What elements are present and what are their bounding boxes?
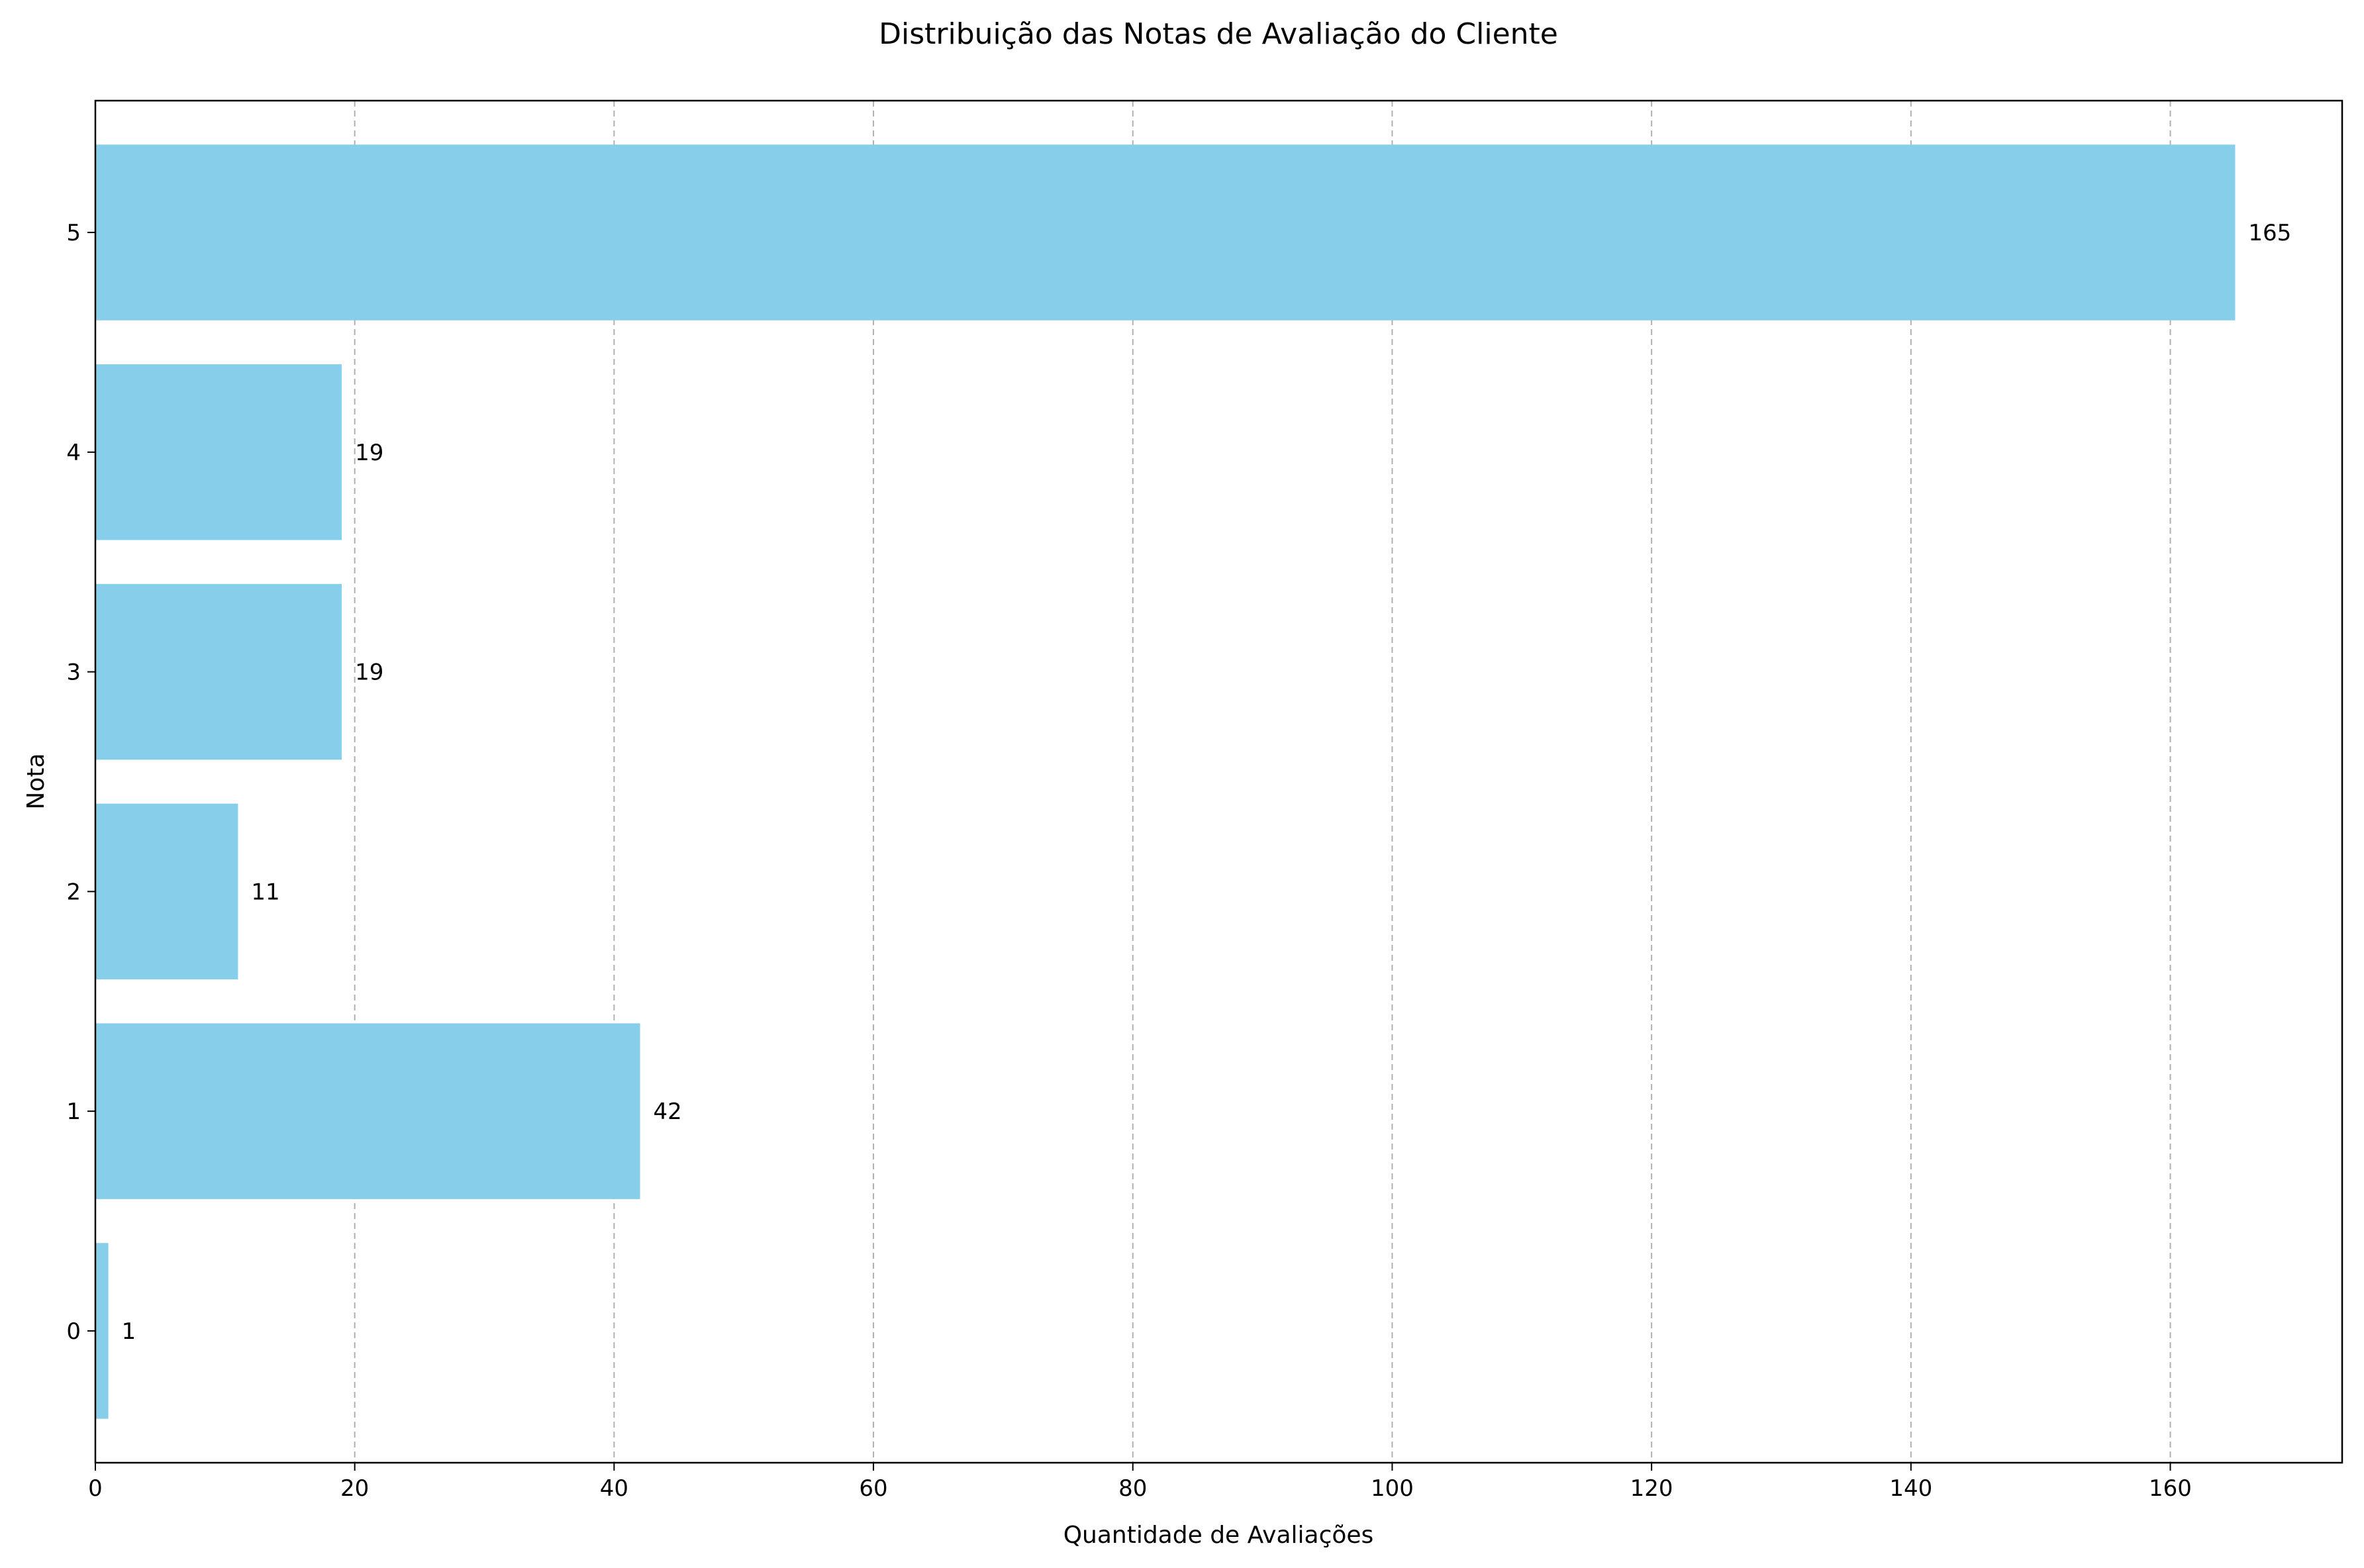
grid-lines	[95, 101, 2171, 1463]
bars	[95, 144, 2236, 1419]
x-tick-label: 0	[88, 1475, 103, 1502]
y-tick-label: 5	[66, 220, 81, 246]
bar	[95, 1023, 640, 1199]
bar	[95, 803, 238, 980]
bar-value-label: 19	[355, 660, 383, 686]
x-tick-label: 140	[1889, 1475, 1932, 1502]
bar	[95, 364, 342, 540]
x-tick-label: 40	[600, 1475, 628, 1502]
y-tick-label: 4	[66, 440, 81, 466]
y-tick-label: 0	[66, 1318, 81, 1345]
x-tick-label: 60	[859, 1475, 887, 1502]
bar-value-label: 1	[122, 1318, 136, 1345]
x-tick-label: 100	[1371, 1475, 1414, 1502]
bar	[95, 1243, 109, 1419]
bar	[95, 144, 2236, 320]
x-tick-label: 20	[340, 1475, 369, 1502]
y-axis-label: Nota	[23, 753, 50, 809]
value-labels: 1 42 11 19 19 165	[122, 220, 2292, 1345]
x-axis-ticks: 0 20 40 60 80 100 120 140 160	[88, 1463, 2192, 1502]
y-tick-label: 1	[66, 1099, 81, 1125]
x-tick-label: 160	[2149, 1475, 2192, 1502]
y-axis-ticks: 0 1 2 3 4 5	[66, 220, 95, 1345]
x-tick-label: 120	[1630, 1475, 1673, 1502]
bar-value-label: 42	[654, 1099, 682, 1125]
x-tick-label: 80	[1118, 1475, 1147, 1502]
bar-value-label: 11	[251, 879, 279, 905]
plot-frame	[94, 99, 2343, 1464]
bar-value-label: 19	[355, 440, 383, 466]
y-tick-label: 2	[66, 879, 81, 905]
bar	[95, 583, 342, 760]
y-tick-label: 3	[66, 660, 81, 686]
x-axis-label: Quantidade de Avaliações	[1063, 1522, 1374, 1549]
bar-value-label: 165	[2248, 220, 2291, 246]
chart-title: Distribuição das Notas de Avaliação do C…	[879, 17, 1558, 51]
